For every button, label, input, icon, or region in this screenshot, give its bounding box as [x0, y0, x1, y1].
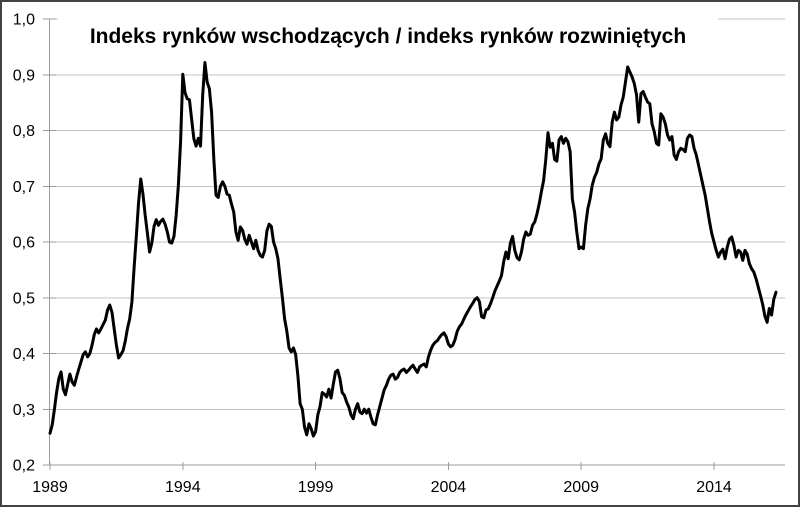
y-tick-label: 0,6 [13, 235, 35, 252]
x-tick-label: 1994 [165, 479, 201, 496]
x-tick-label: 2004 [431, 479, 467, 496]
y-tick-label: 0,2 [13, 458, 35, 475]
y-tick-label: 1,0 [13, 12, 35, 29]
y-tick-label: 0,7 [13, 179, 35, 196]
y-tick-label: 0,4 [13, 346, 35, 363]
y-tick-label: 0,3 [13, 402, 35, 419]
chart-title: Indeks rynków wschodzących / indeks rynk… [58, 18, 718, 58]
y-tick-label: 0,5 [13, 290, 35, 307]
data-series-line [48, 60, 778, 438]
x-tick-label: 2009 [563, 479, 599, 496]
x-tick-label: 1989 [32, 479, 68, 496]
y-tick-label: 0,8 [13, 123, 35, 140]
x-tick-label: 1999 [298, 479, 334, 496]
y-tick-label: 0,9 [13, 67, 35, 84]
x-tick-label: 2014 [696, 479, 732, 496]
